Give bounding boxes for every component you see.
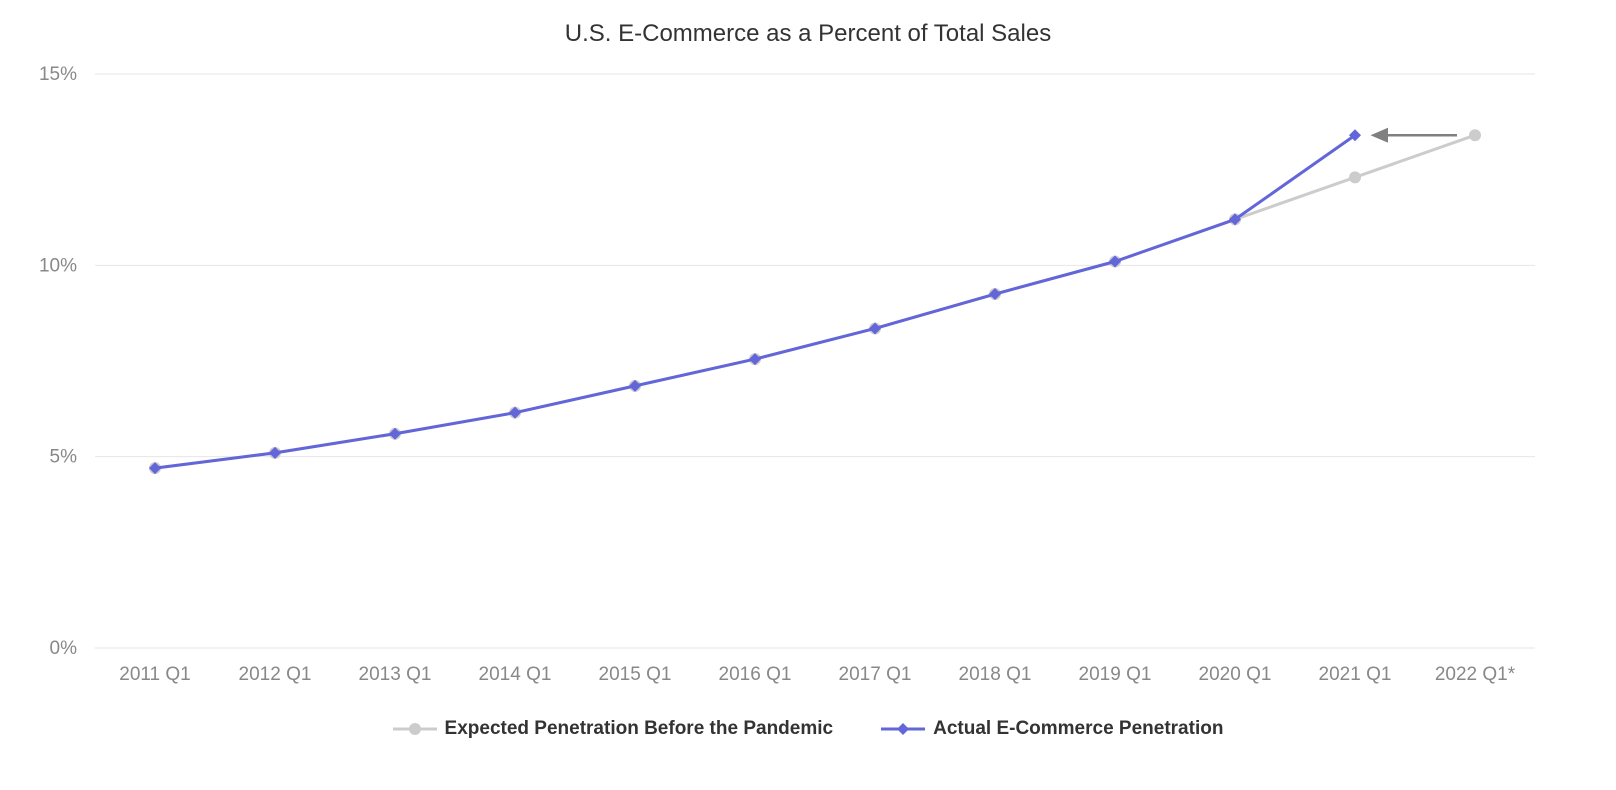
x-tick-label: 2016 Q1	[719, 664, 792, 685]
x-tick-label: 2022 Q1*	[1435, 664, 1516, 685]
series-marker	[1349, 171, 1361, 183]
legend-swatch	[881, 719, 925, 739]
x-tick-label: 2019 Q1	[1079, 664, 1152, 685]
x-tick-label: 2012 Q1	[239, 664, 312, 685]
x-tick-label: 2021 Q1	[1319, 664, 1392, 685]
chart-title: U.S. E-Commerce as a Percent of Total Sa…	[0, 0, 1616, 48]
legend-label: Actual E-Commerce Penetration	[933, 718, 1223, 740]
x-tick-label: 2018 Q1	[959, 664, 1032, 685]
legend-label: Expected Penetration Before the Pandemic	[445, 718, 834, 740]
x-tick-label: 2020 Q1	[1199, 664, 1272, 685]
legend-item: Actual E-Commerce Penetration	[881, 718, 1223, 740]
y-tick-label: 10%	[39, 255, 77, 276]
series-marker	[1469, 129, 1481, 141]
series-line	[155, 135, 1475, 468]
y-tick-label: 15%	[39, 64, 77, 85]
y-tick-label: 0%	[50, 638, 78, 659]
legend-swatch	[393, 719, 437, 739]
x-tick-label: 2014 Q1	[479, 664, 552, 685]
x-tick-label: 2013 Q1	[359, 664, 432, 685]
x-tick-label: 2015 Q1	[599, 664, 672, 685]
legend-item: Expected Penetration Before the Pandemic	[393, 718, 834, 740]
y-tick-label: 5%	[50, 447, 78, 468]
chart-container: U.S. E-Commerce as a Percent of Total Sa…	[0, 0, 1616, 790]
legend: Expected Penetration Before the Pandemic…	[0, 718, 1616, 740]
series-line	[155, 135, 1355, 468]
x-tick-label: 2017 Q1	[839, 664, 912, 685]
x-tick-label: 2011 Q1	[119, 664, 190, 685]
chart-svg: 0% 5% 10% 15% 2011 Q1 2012 Q1 2013 Q1 2014 Q1 20…	[0, 48, 1616, 718]
